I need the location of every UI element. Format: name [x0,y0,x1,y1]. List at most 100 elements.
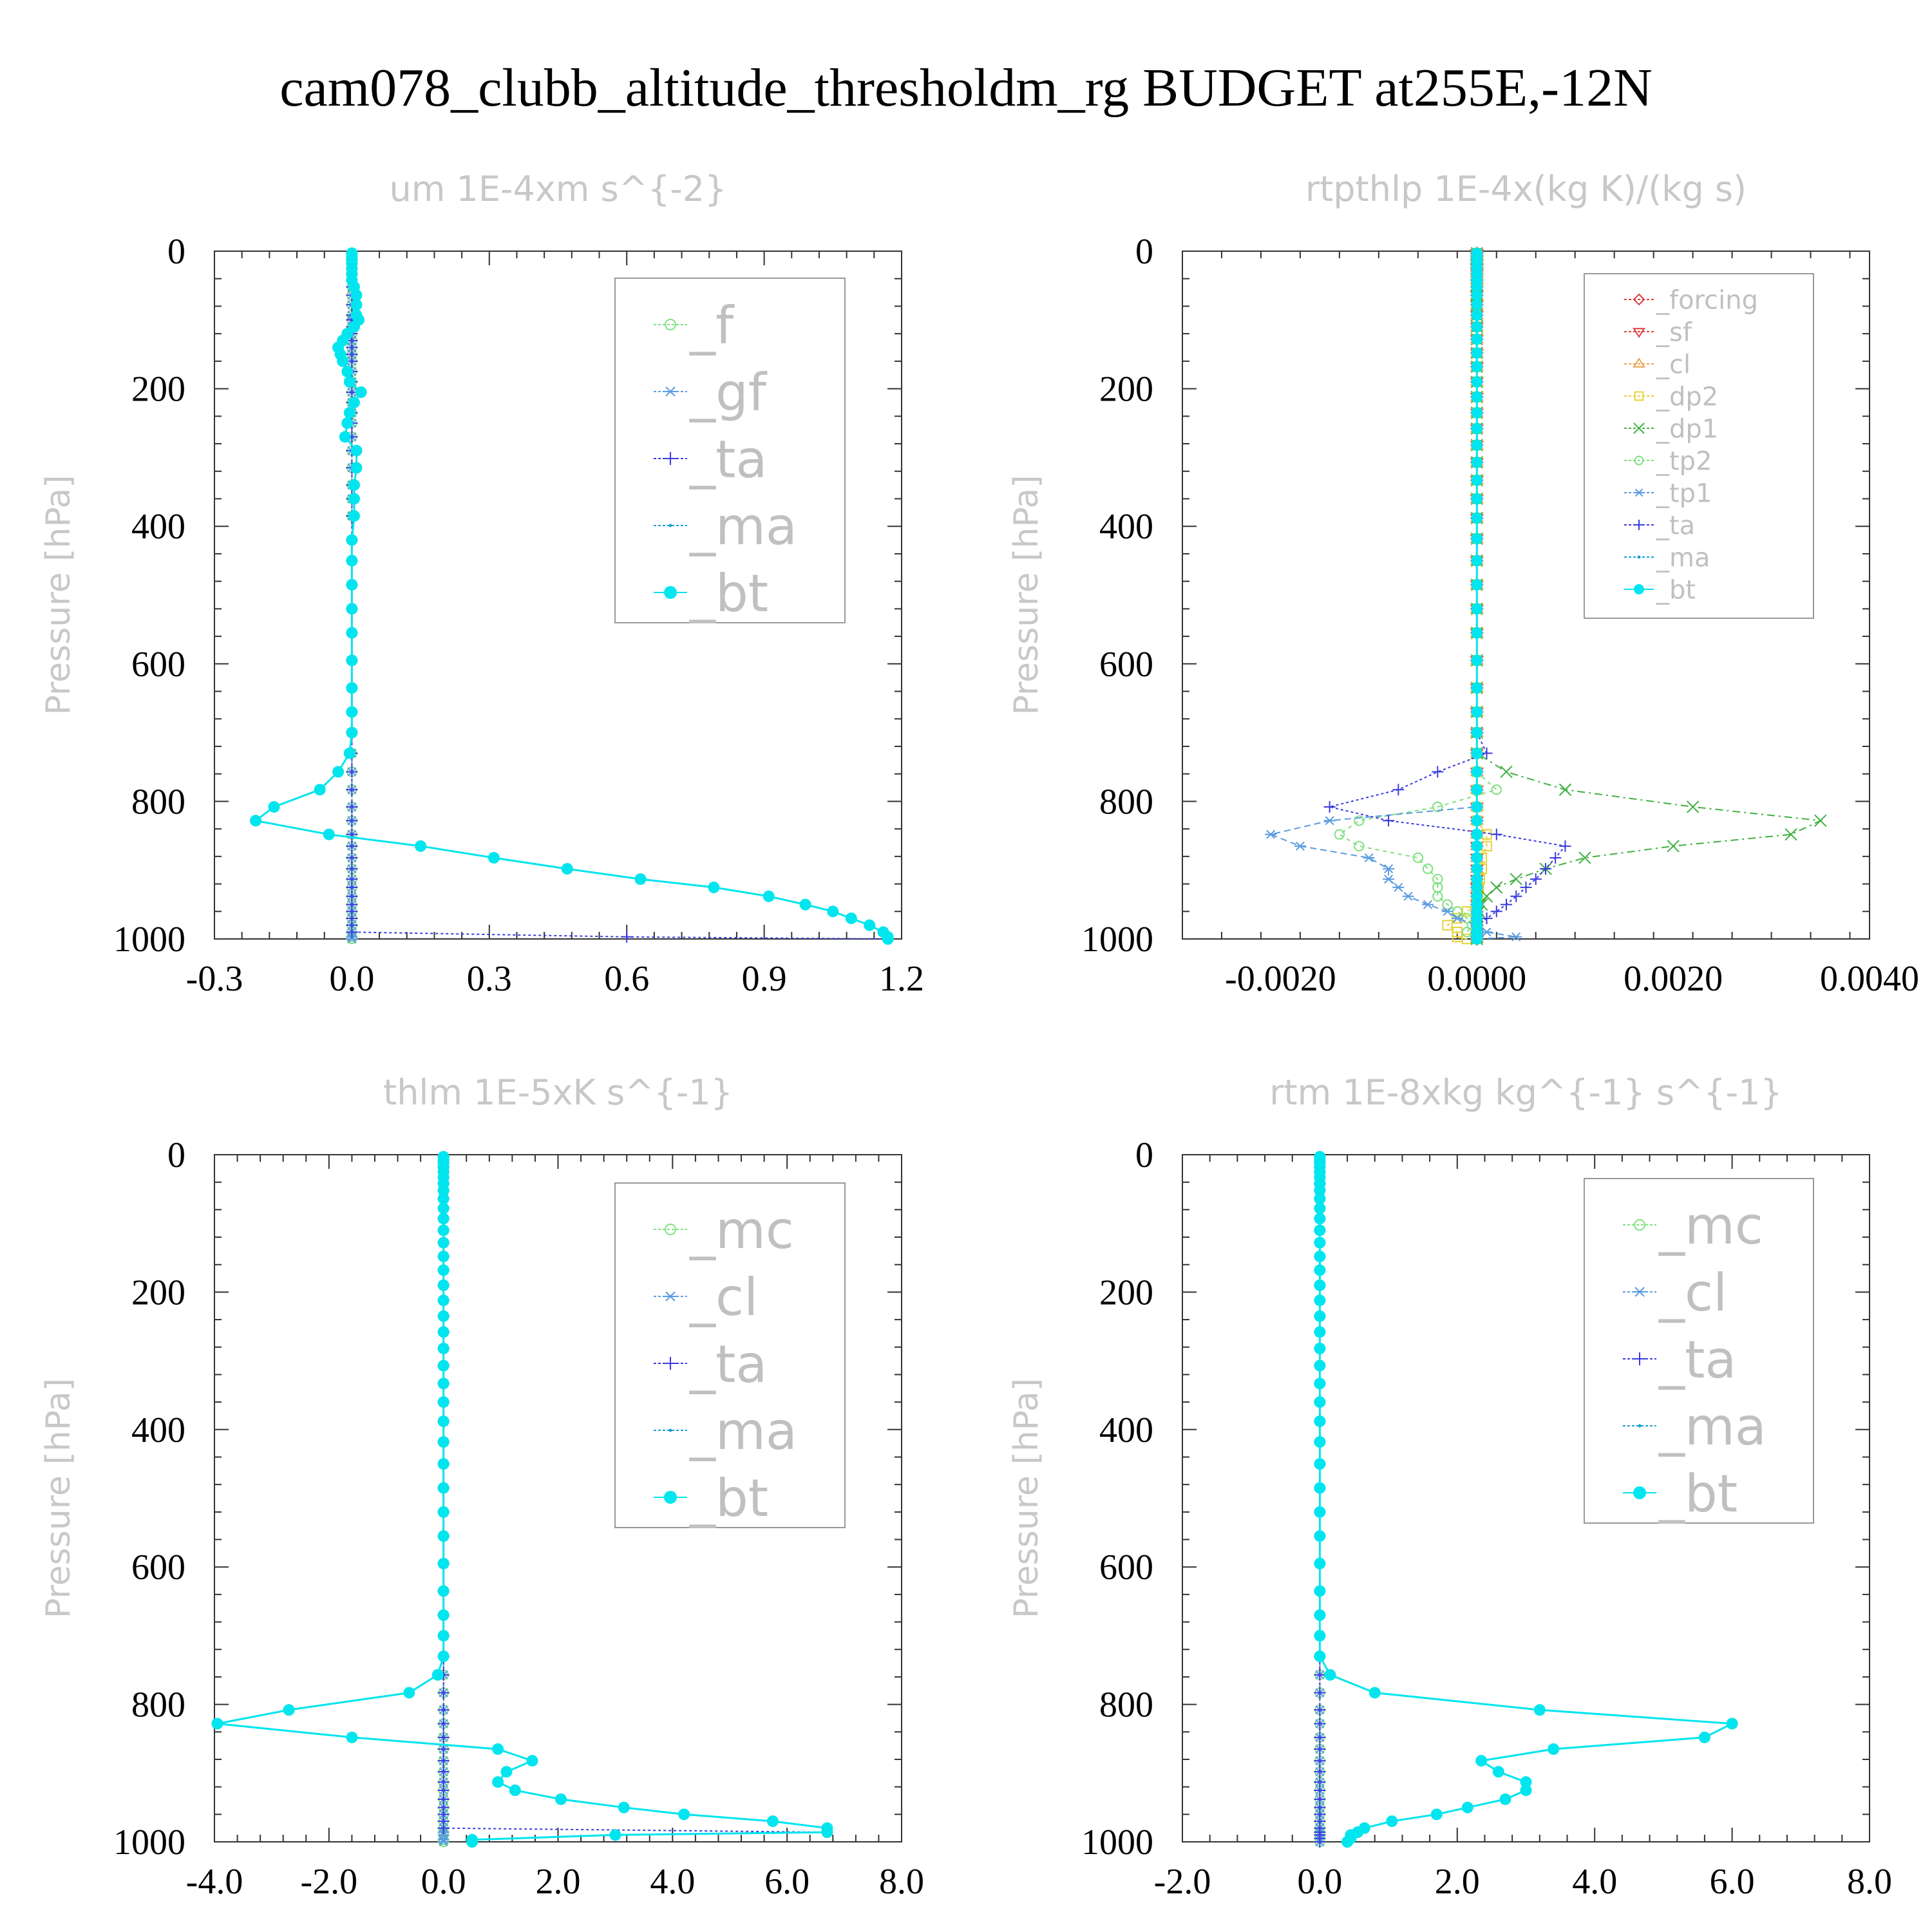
y-tick-label: 0 [1135,232,1153,272]
data-point [1323,816,1336,826]
series-markers-bt [1471,247,1483,945]
data-point [437,1342,450,1354]
data-point [1314,1557,1326,1569]
panel-title: rtpthlp 1E-4x(kg K)/(kg s) [1305,169,1747,209]
legend-marker [1634,488,1644,497]
legend-marker [1634,1219,1645,1231]
data-point [1442,899,1453,910]
data-point [561,863,573,875]
data-point [1520,881,1532,893]
legend-box [614,1182,846,1528]
legend-marker [664,386,677,397]
data-point [1520,1784,1532,1796]
legend-marker [1634,455,1644,466]
data-point [1785,828,1797,841]
data-point [346,534,358,546]
chart-panel-2: rtpthlp 1E-4x(kg K)/(kg s) Pressure [hPa]… [1007,169,1919,999]
data-point [1314,1755,1326,1767]
data-point [1549,851,1562,864]
plot-frame [214,1154,902,1842]
x-tick-label: 2.0 [1435,1862,1480,1902]
data-point [314,784,326,796]
legend-marker [665,1224,676,1235]
data-point [500,1766,513,1778]
legend-marker [664,586,677,599]
data-point [437,1585,450,1597]
data-point [1471,474,1483,486]
data-point [1402,891,1414,901]
legend-label: _sf [1656,317,1692,347]
data-point [323,828,335,840]
legend-label: _f [689,296,735,355]
data-point [1698,1731,1710,1743]
y-axis-label: Pressure [hPa] [39,475,78,715]
data-point [1314,1378,1326,1390]
series-markers-bt [250,247,894,945]
data-point [1412,852,1424,864]
legend-label: _bt [689,1468,768,1528]
data-point [1383,875,1395,884]
data-point [799,898,811,911]
series-markers-ta [346,247,894,945]
legend-label: _ta [689,430,767,489]
data-point [1481,912,1493,924]
data-point [437,1294,450,1307]
data-point [882,933,894,945]
data-point [437,1482,450,1494]
data-point [1314,1213,1326,1225]
data-point [346,682,358,694]
data-point [437,1202,450,1215]
data-point [437,1629,450,1642]
data-point [1500,765,1513,779]
y-tick-label: 200 [1099,370,1153,410]
data-point [343,375,355,388]
data-point [1314,1184,1326,1197]
data-point [1314,1193,1326,1205]
data-point [1314,1458,1326,1470]
data-point [1314,1609,1326,1621]
legend-label: _mc [689,1200,794,1260]
data-point [1314,1326,1326,1338]
data-point [346,1731,358,1743]
data-point [1471,851,1483,864]
legend-marker [1633,1287,1646,1297]
legend-marker [664,1357,677,1370]
legend-marker [668,524,672,527]
data-point [350,462,363,474]
y-tick-label: 600 [131,1548,185,1587]
legend-marker [1633,328,1645,338]
data-point [341,417,354,429]
series-line-ta [1329,253,1567,939]
data-point [437,1193,450,1205]
data-point [1314,1704,1326,1716]
legend-label: _mc [1658,1196,1763,1256]
data-point [437,1310,450,1322]
data-point [1520,1776,1532,1788]
legend-label: _bt [689,564,768,623]
data-point [1492,1766,1504,1778]
series-line-dp1 [1476,253,1823,939]
data-point [332,766,345,778]
data-point [346,654,358,667]
data-point [1471,603,1483,615]
data-point [1368,1687,1381,1699]
y-tick-label: 200 [131,1273,185,1312]
data-point [1314,1718,1326,1730]
x-tick-label: 0.0 [421,1862,466,1902]
legend-label: _bt [1658,1464,1738,1524]
data-point [1432,891,1443,902]
data-point [1314,1482,1326,1494]
data-point [1578,851,1591,864]
data-point [1491,784,1502,795]
data-point [437,1755,450,1767]
data-point [1559,840,1571,852]
data-point [1432,801,1443,813]
x-tick-label: 0.9 [742,959,787,999]
legend-label: _cl [689,1267,758,1327]
x-tick-label: 0.0 [1297,1862,1342,1902]
y-tick-label: 200 [1099,1273,1153,1312]
data-point [1392,784,1405,796]
data-point [1471,361,1483,373]
data-point [1314,1279,1326,1291]
panel-title: rtm 1E-8xkg kg^{-1} s^{-1} [1269,1072,1783,1113]
